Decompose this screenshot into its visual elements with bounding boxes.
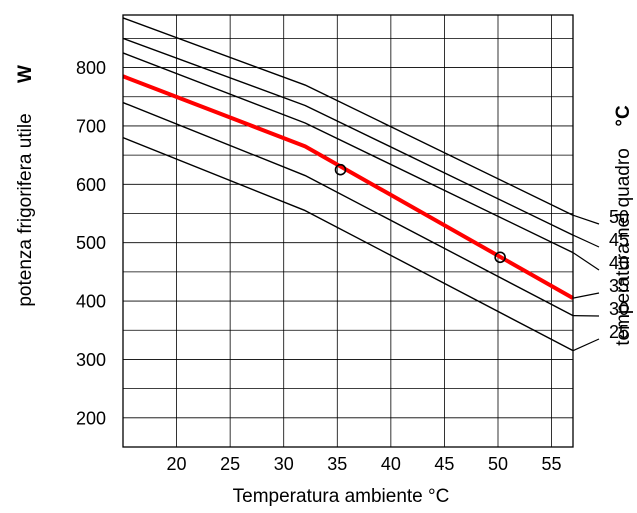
x-axis-label: Temperatura ambiente °C [233,486,450,507]
x-tick-labels: 20 25 30 35 40 45 50 55 [167,454,562,474]
x-tick-label: 20 [167,454,187,474]
series-line-30 [122,101,574,317]
right-axis-label: temperatura nel quadro [613,148,634,346]
x-tick-label: 45 [434,454,454,474]
grid [123,15,573,447]
y-tick-label: 600 [76,175,106,195]
series-line-35 [122,74,574,300]
plot-area [122,14,574,448]
y-tick-label: 800 [76,58,106,78]
series-leader-35 [572,292,600,299]
y-axis-label: potenza frigorifera utile [15,113,36,306]
series-line-50 [122,17,574,216]
series-label-40: 40 [609,253,629,273]
marker-layer [334,163,506,264]
y-axis-unit: W [15,65,36,83]
y-tick-label: 400 [76,292,106,312]
x-tick-label: 30 [274,454,294,474]
point-marker [334,163,347,176]
series-line-40 [122,52,574,254]
series-label-25: 25 [609,322,629,342]
right-axis-unit: °C [613,105,634,127]
series-leader-50 [572,214,600,225]
series-label-30: 30 [609,299,629,319]
series-label-45: 45 [609,230,629,250]
series-leader-25 [572,338,600,352]
series-label-50: 50 [609,207,629,227]
y-tick-labels: 200 300 400 500 600 700 800 [76,58,106,428]
y-tick-label: 500 [76,233,106,253]
y-tick-label: 200 [76,408,106,428]
x-tick-label: 40 [381,454,401,474]
y-tick-label: 300 [76,350,106,370]
series-leader-45 [572,234,600,248]
series-leader-40 [572,252,600,271]
x-tick-label: 50 [488,454,508,474]
point-marker [494,251,506,264]
series-label-35: 35 [609,276,629,296]
series-line-45 [122,37,574,236]
x-tick-label: 55 [542,454,562,474]
x-tick-label: 25 [220,454,240,474]
y-tick-label: 700 [76,116,106,136]
series-line-25 [122,136,574,352]
series-layer [122,17,574,352]
series-labels: 50 45 40 35 30 25 [572,207,629,352]
x-tick-label: 35 [327,454,347,474]
